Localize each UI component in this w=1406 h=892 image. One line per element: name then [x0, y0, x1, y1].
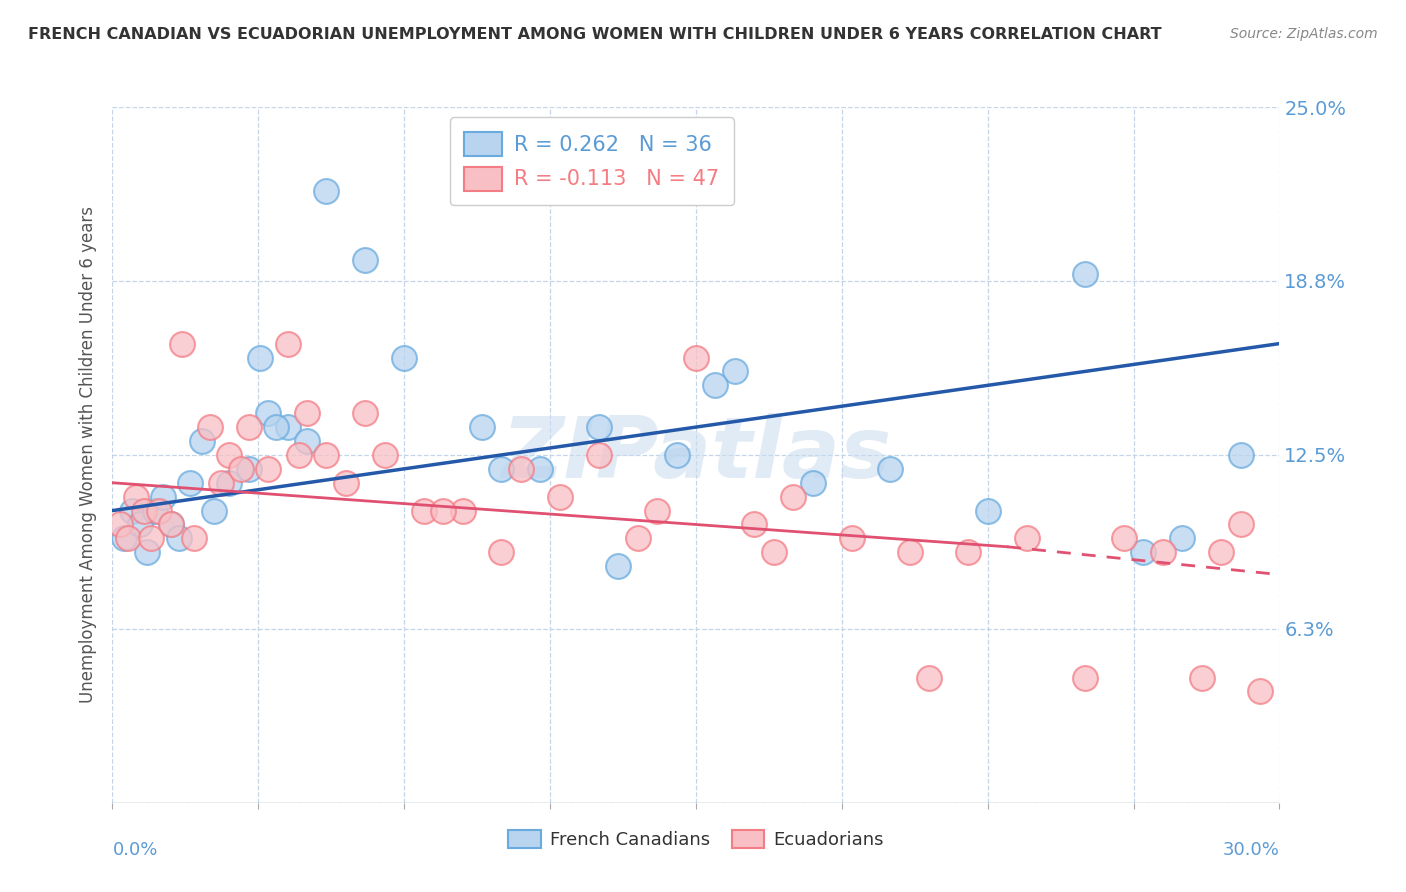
Point: [394, 351, 416, 365]
Point: [607, 559, 630, 574]
Point: [529, 462, 551, 476]
Point: [1171, 532, 1194, 546]
Point: [742, 517, 765, 532]
Point: [704, 378, 727, 392]
Point: [288, 448, 311, 462]
Point: [412, 503, 434, 517]
Point: [148, 503, 170, 517]
Point: [257, 462, 280, 476]
Point: [315, 448, 337, 462]
Point: [315, 184, 337, 198]
Point: [451, 503, 474, 517]
Point: [264, 420, 287, 434]
Point: [645, 503, 668, 517]
Point: [491, 545, 513, 559]
Point: [128, 517, 150, 532]
Point: [1249, 684, 1271, 698]
Point: [665, 448, 688, 462]
Legend: French Canadians, Ecuadorians: French Canadians, Ecuadorians: [501, 822, 891, 856]
Point: [152, 490, 174, 504]
Point: [218, 448, 240, 462]
Text: 30.0%: 30.0%: [1223, 841, 1279, 859]
Point: [132, 503, 155, 517]
Point: [471, 420, 494, 434]
Point: [160, 517, 183, 532]
Point: [125, 490, 148, 504]
Point: [257, 406, 280, 420]
Point: [685, 351, 707, 365]
Point: [1209, 545, 1232, 559]
Point: [354, 406, 377, 420]
Point: [976, 503, 998, 517]
Point: [1132, 545, 1154, 559]
Point: [198, 420, 221, 434]
Point: [276, 420, 298, 434]
Point: [509, 462, 531, 476]
Point: [121, 503, 143, 517]
Point: [1112, 532, 1135, 546]
Text: Source: ZipAtlas.com: Source: ZipAtlas.com: [1230, 27, 1378, 41]
Point: [183, 532, 205, 546]
Point: [957, 545, 980, 559]
Point: [295, 406, 318, 420]
Point: [172, 336, 194, 351]
Point: [295, 434, 318, 448]
Text: ZIPatlas: ZIPatlas: [501, 413, 891, 497]
Point: [238, 420, 260, 434]
Point: [627, 532, 650, 546]
Point: [1229, 448, 1251, 462]
Point: [249, 351, 271, 365]
Point: [276, 336, 298, 351]
Point: [1191, 671, 1213, 685]
Point: [238, 462, 260, 476]
Point: [1229, 517, 1251, 532]
Point: [898, 545, 921, 559]
Point: [801, 475, 824, 490]
Point: [141, 532, 163, 546]
Point: [491, 462, 513, 476]
Point: [1015, 532, 1038, 546]
Point: [179, 475, 201, 490]
Point: [879, 462, 901, 476]
Point: [1074, 267, 1097, 281]
Text: 0.0%: 0.0%: [112, 841, 157, 859]
Point: [588, 420, 610, 434]
Point: [202, 503, 225, 517]
Point: [374, 448, 396, 462]
Point: [143, 503, 166, 517]
Point: [117, 532, 139, 546]
Point: [1074, 671, 1097, 685]
Y-axis label: Unemployment Among Women with Children Under 6 years: Unemployment Among Women with Children U…: [79, 206, 97, 704]
Point: [548, 490, 571, 504]
Point: [841, 532, 863, 546]
Point: [110, 517, 132, 532]
Point: [918, 671, 941, 685]
Point: [112, 532, 135, 546]
Text: FRENCH CANADIAN VS ECUADORIAN UNEMPLOYMENT AMONG WOMEN WITH CHILDREN UNDER 6 YEA: FRENCH CANADIAN VS ECUADORIAN UNEMPLOYME…: [28, 27, 1161, 42]
Point: [136, 545, 159, 559]
Point: [762, 545, 785, 559]
Point: [160, 517, 183, 532]
Point: [335, 475, 357, 490]
Point: [209, 475, 232, 490]
Point: [588, 448, 610, 462]
Point: [218, 475, 240, 490]
Point: [1152, 545, 1174, 559]
Point: [354, 253, 377, 268]
Point: [724, 364, 747, 378]
Point: [432, 503, 454, 517]
Point: [782, 490, 804, 504]
Point: [191, 434, 214, 448]
Point: [229, 462, 252, 476]
Point: [167, 532, 190, 546]
